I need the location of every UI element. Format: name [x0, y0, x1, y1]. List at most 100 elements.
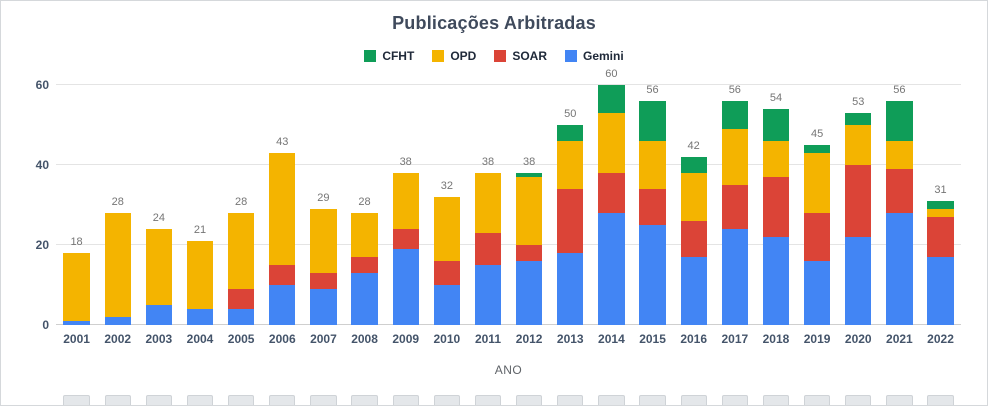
- y-axis-ticks: 0 20 40 60: [15, 78, 49, 332]
- bar-segment-cfht-2019[interactable]: [803, 145, 831, 153]
- gridline-20: [56, 244, 961, 245]
- bar-segment-opd-2002[interactable]: [104, 213, 131, 317]
- bar-segment-gemini-2019[interactable]: [803, 261, 831, 325]
- bar-segment-soar-2010[interactable]: [433, 261, 460, 285]
- x-label-2012: 2012: [515, 332, 543, 346]
- bar-segment-gemini-2020[interactable]: [845, 237, 872, 325]
- bar-segment-cfht-2022[interactable]: [927, 201, 954, 209]
- bar-segment-cfht-2017[interactable]: [721, 101, 748, 129]
- cutoff-cell-2003: [138, 395, 179, 405]
- bar-segment-soar-2016[interactable]: [680, 221, 707, 257]
- bar-segment-opd-2003[interactable]: [145, 229, 173, 305]
- x-label-2006: 2006: [268, 332, 296, 346]
- bar-segment-opd-2004[interactable]: [186, 241, 214, 309]
- bar-segment-opd-2018[interactable]: [762, 141, 790, 177]
- legend-item-gemini[interactable]: Gemini: [565, 49, 624, 63]
- bar-segment-cfht-2014[interactable]: [598, 85, 625, 113]
- bar-segment-soar-2011[interactable]: [474, 233, 502, 265]
- bar-segment-gemini-2016[interactable]: [680, 257, 707, 325]
- bar-segment-opd-2007[interactable]: [310, 209, 337, 273]
- bar-segment-gemini-2018[interactable]: [762, 237, 790, 325]
- bar-segment-gemini-2009[interactable]: [392, 249, 419, 325]
- bar-segment-gemini-2006[interactable]: [269, 285, 296, 325]
- bar-segment-gemini-2014[interactable]: [598, 213, 625, 325]
- bar-segment-gemini-2022[interactable]: [927, 257, 954, 325]
- gridline-40: [56, 164, 961, 165]
- bar-segment-cfht-2012[interactable]: [515, 173, 543, 177]
- bar-segment-gemini-2011[interactable]: [474, 265, 502, 325]
- bar-segment-soar-2008[interactable]: [351, 257, 378, 273]
- bar-segment-opd-2011[interactable]: [474, 173, 502, 233]
- bar-segment-gemini-2013[interactable]: [557, 253, 584, 325]
- bar-segment-soar-2009[interactable]: [392, 229, 419, 249]
- bar-segment-gemini-2007[interactable]: [310, 289, 337, 325]
- bar-segment-cfht-2016[interactable]: [680, 157, 707, 173]
- bar-segment-opd-2021[interactable]: [886, 141, 913, 169]
- bar-segment-soar-2014[interactable]: [598, 173, 625, 213]
- cutoff-cell-2004: [179, 395, 220, 405]
- bar-segment-soar-2021[interactable]: [886, 169, 913, 213]
- bar-segment-soar-2005[interactable]: [227, 289, 255, 309]
- bar-segment-opd-2017[interactable]: [721, 129, 748, 185]
- bar-segment-gemini-2002[interactable]: [104, 317, 131, 325]
- bar-segment-gemini-2015[interactable]: [639, 225, 666, 325]
- bar-group-2010: 32: [426, 85, 467, 325]
- bar-segment-gemini-2004[interactable]: [186, 309, 214, 325]
- bar-total-label-2013: 50: [564, 108, 577, 120]
- cutoff-bar-2020: [845, 395, 872, 405]
- bar-segment-cfht-2020[interactable]: [845, 113, 872, 125]
- bar-segment-gemini-2021[interactable]: [886, 213, 913, 325]
- bar-group-2006: 43: [262, 85, 303, 325]
- bar-segment-opd-2010[interactable]: [433, 197, 460, 261]
- bar-segment-opd-2005[interactable]: [227, 213, 255, 289]
- bar-segment-opd-2020[interactable]: [845, 125, 872, 165]
- bar-segment-cfht-2021[interactable]: [886, 101, 913, 141]
- bar-segment-soar-2019[interactable]: [803, 213, 831, 261]
- bar-stack-2011: [474, 173, 502, 325]
- bar-segment-opd-2016[interactable]: [680, 173, 707, 221]
- bar-segment-soar-2017[interactable]: [721, 185, 748, 229]
- bar-stack-2001: [63, 253, 90, 325]
- bar-stack-2005: [227, 213, 255, 325]
- cutoff-bar-2007: [310, 395, 337, 405]
- bar-segment-soar-2007[interactable]: [310, 273, 337, 289]
- bar-segment-cfht-2013[interactable]: [557, 125, 584, 141]
- bar-segment-soar-2022[interactable]: [927, 217, 954, 257]
- legend-item-cfht[interactable]: CFHT: [364, 49, 414, 63]
- bar-segment-gemini-2001[interactable]: [63, 321, 90, 325]
- bar-segment-gemini-2005[interactable]: [227, 309, 255, 325]
- bar-segment-opd-2013[interactable]: [557, 141, 584, 189]
- bar-segment-opd-2001[interactable]: [63, 253, 90, 321]
- cutoff-bar-2018: [762, 395, 790, 405]
- y-tick-60: 60: [35, 78, 49, 92]
- legend-item-opd[interactable]: OPD: [432, 49, 476, 63]
- cutoff-cell-2002: [97, 395, 138, 405]
- bar-segment-soar-2015[interactable]: [639, 189, 666, 225]
- bar-segment-opd-2019[interactable]: [803, 153, 831, 213]
- bar-segment-soar-2013[interactable]: [557, 189, 584, 253]
- bar-segment-soar-2012[interactable]: [515, 245, 543, 261]
- bar-segment-gemini-2017[interactable]: [721, 229, 748, 325]
- bar-segment-opd-2006[interactable]: [269, 153, 296, 265]
- x-label-2008: 2008: [351, 332, 378, 346]
- cutoff-cell-2011: [467, 395, 508, 405]
- bar-total-label-2001: 18: [70, 236, 83, 248]
- bar-segment-opd-2008[interactable]: [351, 213, 378, 257]
- bar-segment-opd-2012[interactable]: [515, 177, 543, 245]
- bar-segment-gemini-2012[interactable]: [515, 261, 543, 325]
- legend-item-soar[interactable]: SOAR: [494, 49, 547, 63]
- bar-segment-soar-2020[interactable]: [845, 165, 872, 237]
- bar-segment-opd-2015[interactable]: [639, 141, 666, 189]
- bar-segment-gemini-2008[interactable]: [351, 273, 378, 325]
- cutoff-bar-2008: [351, 395, 378, 405]
- bar-segment-opd-2009[interactable]: [392, 173, 419, 229]
- bar-segment-opd-2014[interactable]: [598, 113, 625, 173]
- bar-segment-gemini-2010[interactable]: [433, 285, 460, 325]
- bar-segment-opd-2022[interactable]: [927, 209, 954, 217]
- bar-segment-cfht-2015[interactable]: [639, 101, 666, 141]
- bar-segment-gemini-2003[interactable]: [145, 305, 173, 325]
- bar-segment-soar-2018[interactable]: [762, 177, 790, 237]
- bar-segment-soar-2006[interactable]: [269, 265, 296, 285]
- bar-segment-cfht-2018[interactable]: [762, 109, 790, 141]
- x-axis-title: ANO: [494, 363, 523, 377]
